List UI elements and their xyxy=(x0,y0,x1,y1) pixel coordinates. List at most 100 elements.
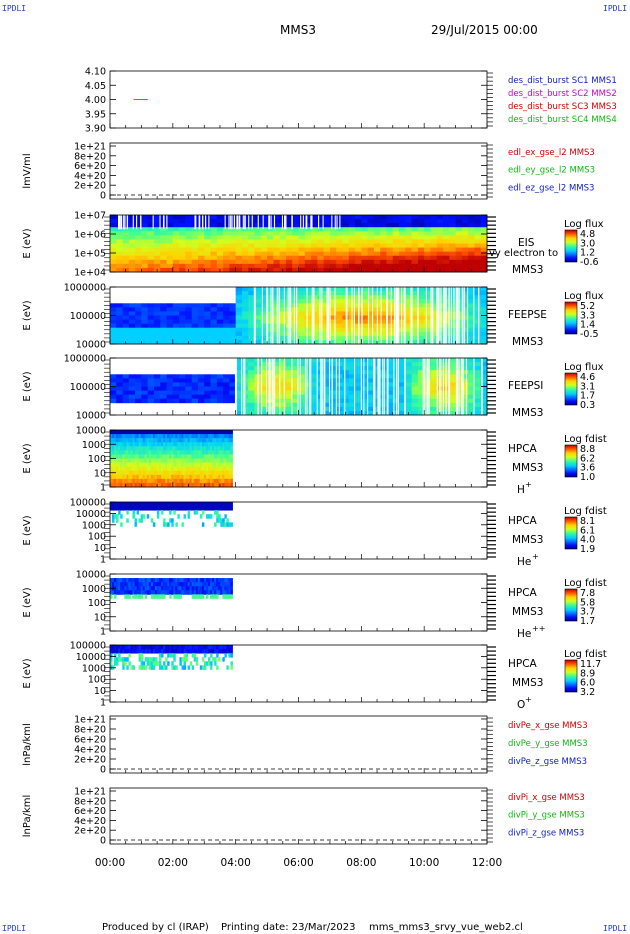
spectrogram-cell xyxy=(204,247,211,253)
spectrogram-cell xyxy=(136,594,139,599)
spectrogram-cell xyxy=(172,382,180,387)
spectrogram-cell xyxy=(285,410,293,416)
spectrogram-cell xyxy=(134,474,137,480)
spectrogram-cell xyxy=(138,590,142,595)
spectrogram-cell xyxy=(260,406,268,412)
spectrogram-cell xyxy=(474,323,482,329)
data-gap xyxy=(152,215,154,230)
spectrogram-cell xyxy=(110,458,113,463)
spectrogram-cell xyxy=(136,506,139,511)
spectrogram-cell xyxy=(292,390,299,396)
spectrogram-cell xyxy=(208,590,211,595)
data-gap xyxy=(208,215,210,230)
spectrogram-cell xyxy=(411,299,419,304)
spectrogram-cell xyxy=(122,327,130,333)
spectrogram-cell xyxy=(191,438,195,443)
spectrogram-cell xyxy=(173,653,176,658)
spectrogram-cell xyxy=(449,406,456,412)
spectrogram-cell xyxy=(461,227,469,232)
spectrogram-cell xyxy=(480,410,488,416)
spectrogram-cell xyxy=(260,219,268,224)
spectrogram-cell xyxy=(195,506,199,511)
spectrogram-cell xyxy=(367,315,375,320)
spectrogram-cell xyxy=(166,382,174,387)
spectrogram-cell xyxy=(361,374,369,379)
spectrogram-cell xyxy=(386,243,394,248)
spectrogram-cell xyxy=(128,243,136,248)
spectrogram-cell xyxy=(210,665,213,670)
spectrogram-cell xyxy=(218,474,221,480)
spectrogram-cell xyxy=(380,319,387,325)
spectrogram-cell xyxy=(189,474,193,480)
spectrogram-cell xyxy=(169,466,172,472)
spectrogram-cell xyxy=(135,386,142,391)
spectrogram-cell xyxy=(116,263,123,269)
spectrogram-cell xyxy=(436,227,444,232)
spectrogram-cell xyxy=(204,263,211,269)
spectrogram-cell xyxy=(449,219,456,224)
spectrogram-cell xyxy=(218,438,221,443)
spectrogram-cell xyxy=(285,327,293,333)
spectrogram-cell xyxy=(436,335,444,341)
spectrogram-cell xyxy=(150,454,154,459)
spectrogram-cell xyxy=(122,482,125,488)
spectrogram-cell xyxy=(140,458,144,463)
spectrogram-cell xyxy=(130,458,133,463)
spectrogram-cell xyxy=(304,263,312,269)
spectrogram-cell xyxy=(449,243,456,248)
spectrogram-cell xyxy=(430,406,438,412)
spectrogram-cell xyxy=(480,315,488,320)
spectrogram-cell xyxy=(298,323,306,329)
spectrogram-cell xyxy=(480,231,488,236)
spectrogram-cell xyxy=(336,287,343,292)
spectrogram-cell xyxy=(267,231,274,236)
spectrogram-cell xyxy=(279,259,287,265)
spectrogram-cell xyxy=(230,582,233,587)
spectrogram-cell xyxy=(199,434,203,439)
data-gap xyxy=(455,287,457,344)
spectrogram-cell xyxy=(355,406,362,412)
spectrogram-cell xyxy=(156,649,160,654)
spectrogram-cell xyxy=(279,239,287,244)
spectrogram-cell xyxy=(342,215,350,220)
spectrogram-cell xyxy=(228,454,231,459)
spectrogram-cell xyxy=(114,430,117,435)
spectrogram-cell xyxy=(216,247,224,253)
spectrogram-cell xyxy=(216,506,219,511)
spectrogram-cell xyxy=(183,653,186,658)
spectrogram-cell xyxy=(204,307,211,312)
spectrogram-cell xyxy=(248,331,255,337)
spectrogram-cell xyxy=(144,450,148,455)
spectrogram-cell xyxy=(114,462,117,468)
spectrogram-cell xyxy=(380,331,387,337)
spectrogram-cell xyxy=(191,315,199,320)
species-label: He xyxy=(517,628,531,640)
spectrogram-cell xyxy=(156,474,160,480)
spectrogram-cell xyxy=(161,590,164,595)
spectrogram-cell xyxy=(317,223,325,228)
spectrogram-cell xyxy=(436,311,444,316)
spectrogram-cell xyxy=(135,319,142,325)
spectrogram-cell xyxy=(430,267,438,273)
spectrogram-cell xyxy=(189,438,193,443)
spectrogram-cell xyxy=(285,370,293,375)
spectrogram-cell xyxy=(153,247,161,253)
spectrogram-cell xyxy=(142,506,146,511)
spectrogram-cell xyxy=(386,323,394,329)
spectrogram-cell xyxy=(160,386,167,391)
spectrogram-cell xyxy=(124,446,127,451)
spectrogram-cell xyxy=(424,255,431,261)
spectrogram-cell xyxy=(204,382,211,387)
data-gap xyxy=(285,215,287,230)
spectrogram-cell xyxy=(417,243,425,248)
spectrogram-cell xyxy=(216,255,224,261)
spectrogram-cell xyxy=(449,335,456,341)
spectrogram-cell xyxy=(220,502,223,507)
spectrogram-cell xyxy=(285,323,293,329)
spectrogram-cell xyxy=(171,442,174,447)
spectrogram-cell xyxy=(132,430,135,435)
spectrogram-cell xyxy=(130,466,133,472)
spectrogram-cell xyxy=(273,247,281,253)
spectrogram-cell xyxy=(185,259,193,265)
spectrogram-cell xyxy=(229,315,237,320)
